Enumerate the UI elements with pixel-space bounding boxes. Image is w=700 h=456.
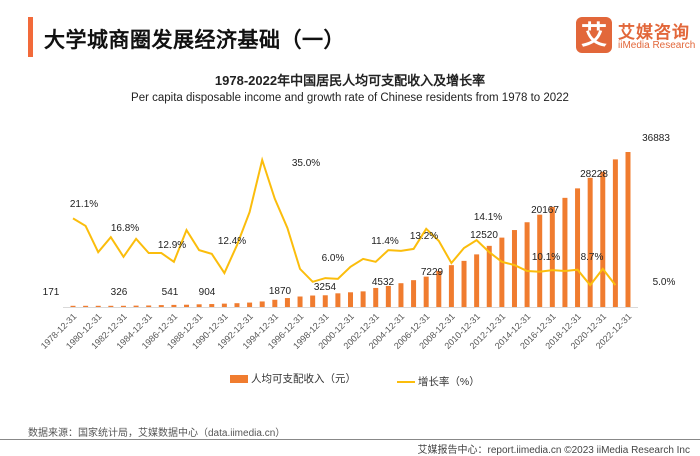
line-data-label: 6.0% xyxy=(322,253,345,264)
income-bar xyxy=(146,305,152,307)
line-data-label: 5.0% xyxy=(653,277,676,288)
income-bar xyxy=(511,230,517,307)
income-bar xyxy=(411,280,417,307)
line-data-label: 14.1% xyxy=(474,212,502,223)
income-bar xyxy=(310,295,316,307)
line-data-label: 12.4% xyxy=(218,236,246,247)
income-bar xyxy=(373,287,379,307)
chart-subtitle: Per capita disposable income and growth … xyxy=(131,92,569,104)
bar-data-label: 36883 xyxy=(642,133,670,144)
line-data-label: 12.9% xyxy=(158,240,186,251)
income-bar xyxy=(524,222,530,307)
income-bar xyxy=(259,301,265,307)
bar-data-labels: 171 326 541 904 1870 3254 4532 7229 12520 20167 28… xyxy=(43,133,671,298)
footer-divider xyxy=(0,439,700,440)
line-data-label: 8.7% xyxy=(581,252,604,263)
bar-series xyxy=(70,152,631,307)
income-bar xyxy=(83,305,89,307)
income-bar xyxy=(196,304,202,307)
income-bar xyxy=(297,296,303,307)
legend-line-swatch-icon xyxy=(396,380,415,383)
line-data-label: 10.1% xyxy=(532,252,560,263)
income-bar xyxy=(448,265,454,307)
income-bar xyxy=(348,292,353,307)
income-bar xyxy=(335,293,341,307)
legend-label-growth: 增长率（%） xyxy=(417,376,480,388)
line-data-label: 11.4% xyxy=(371,236,399,247)
income-bar xyxy=(108,305,114,307)
bar-data-label: 3254 xyxy=(314,282,337,293)
income-bar xyxy=(461,260,467,307)
income-bar xyxy=(575,188,581,307)
line-data-label: 35.0% xyxy=(292,158,320,169)
growth-rate-line xyxy=(72,156,617,287)
income-bar xyxy=(284,298,290,307)
bar-data-label: 326 xyxy=(111,287,128,298)
legend-item-income: 人均可支配收入（元） xyxy=(230,371,356,386)
logo-mark-icon: 艾 xyxy=(576,17,612,53)
line-data-label: 13.2% xyxy=(410,231,438,242)
title-accent-bar xyxy=(28,17,33,57)
logo: 艾 艾媒咨询 iiMedia Research xyxy=(576,17,696,57)
page-title: 大学城商圈发展经济基础（一） xyxy=(44,29,345,52)
income-bar xyxy=(436,270,442,307)
income-bar xyxy=(499,237,505,307)
logo-name-en: iiMedia Research xyxy=(618,40,696,51)
legend-bar-swatch-icon xyxy=(230,374,248,383)
income-bar xyxy=(158,305,164,307)
income-bar xyxy=(600,171,606,307)
bar-data-label: 7229 xyxy=(421,267,444,278)
logo-name-cn: 艾媒咨询 xyxy=(618,23,690,42)
income-bar xyxy=(549,206,555,307)
income-bar xyxy=(587,177,593,307)
bar-data-label: 4532 xyxy=(372,277,395,288)
income-bar xyxy=(184,304,190,307)
income-bar xyxy=(322,295,328,307)
line-data-label: 16.8% xyxy=(111,223,139,234)
footer-text: 艾媒报告中心：report.iimedia.cn ©2023 iiMedia R… xyxy=(417,445,690,456)
data-source: 数据来源：国家统计局，艾媒数据中心（data.iimedia.cn） xyxy=(28,428,286,439)
line-data-label: 21.1% xyxy=(70,199,98,210)
legend: 人均可支配收入（元） 增长率（%） xyxy=(230,371,518,389)
legend-item-growth: 增长率（%） xyxy=(396,374,480,389)
income-bar xyxy=(486,245,492,307)
income-bar xyxy=(247,302,253,307)
income-bar xyxy=(95,305,101,307)
chart-title: 1978-2022年中国居民人均可支配收入及增长率 xyxy=(214,73,486,88)
income-bar xyxy=(625,152,631,307)
bar-data-label: 1870 xyxy=(269,286,292,297)
bar-data-label: 171 xyxy=(43,287,60,298)
income-bar xyxy=(474,254,480,307)
income-bar xyxy=(234,303,240,307)
income-bar xyxy=(221,303,227,307)
income-bar xyxy=(133,305,139,307)
income-bar xyxy=(398,283,404,307)
income-bar xyxy=(360,291,366,307)
bar-data-label: 20167 xyxy=(531,205,559,216)
x-tick-labels: 1978-12-311980-12-311982-12-311984-12-31… xyxy=(39,311,634,351)
income-bar xyxy=(537,214,543,307)
income-bar xyxy=(209,304,215,307)
income-bar xyxy=(562,197,568,307)
income-bar xyxy=(171,304,177,307)
income-bar xyxy=(385,285,391,307)
line-data-labels: 21.1% 16.8% 12.9% 12.4% 35.0% 6.0% 11.4% 13.2% 1… xyxy=(70,158,676,288)
income-bar xyxy=(612,159,618,307)
bar-data-label: 12520 xyxy=(470,230,498,241)
bar-data-label: 904 xyxy=(199,287,216,298)
income-bar xyxy=(272,299,278,307)
income-bar xyxy=(423,276,429,307)
bar-data-label: 541 xyxy=(162,287,179,298)
bar-data-label: 28228 xyxy=(580,169,608,180)
income-bar xyxy=(70,305,76,307)
legend-label-income: 人均可支配收入（元） xyxy=(251,373,356,385)
income-bar xyxy=(120,305,126,307)
